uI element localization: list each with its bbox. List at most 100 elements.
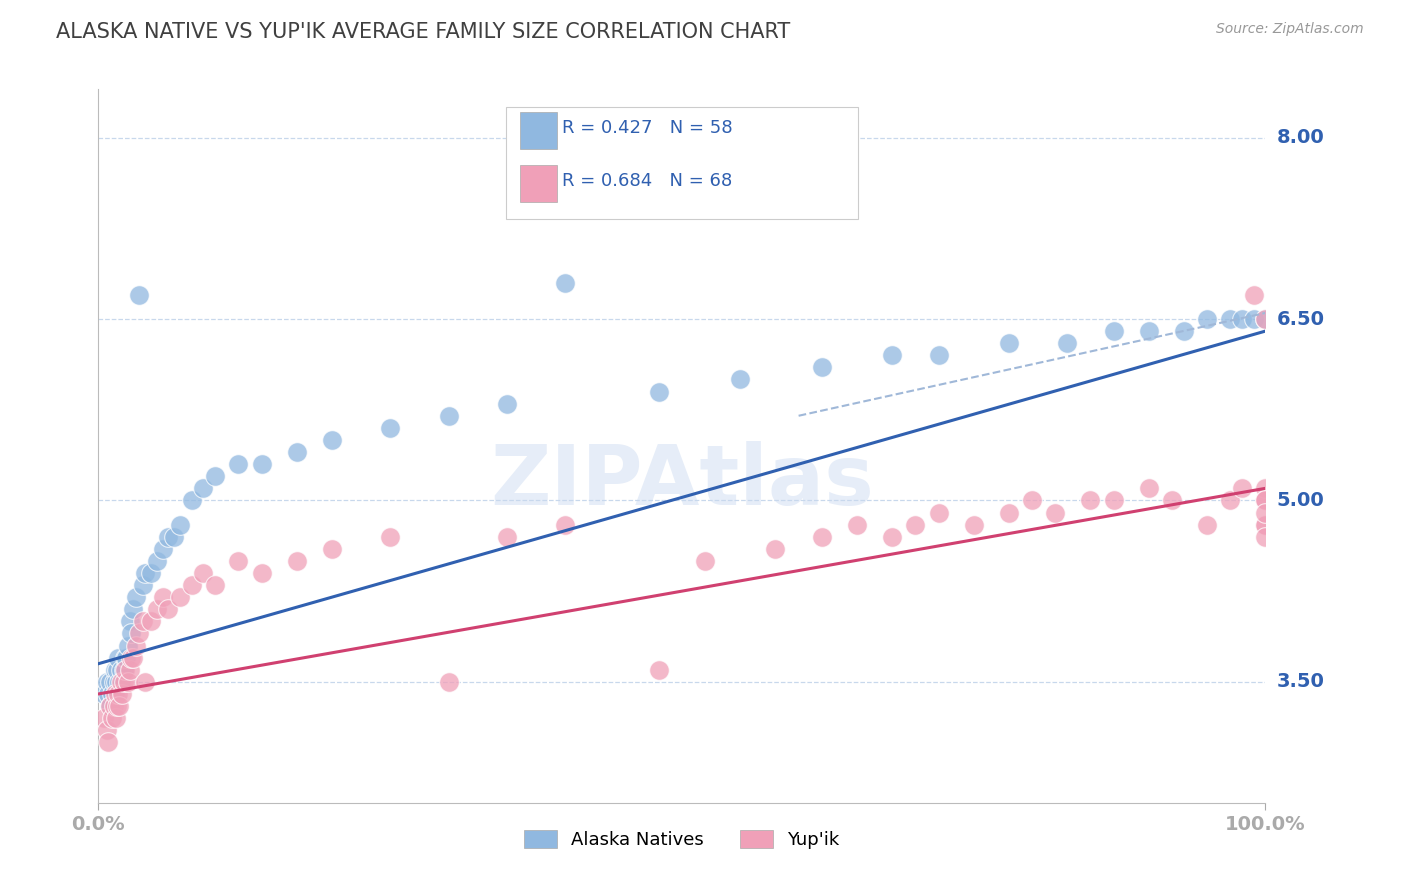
Point [811,360,834,375]
Point [904,517,927,532]
Point [928,506,950,520]
Point [107,650,129,665]
Point [962,517,984,532]
Point [1254,312,1277,326]
Point [118,663,141,677]
Point [1254,493,1277,508]
Point [997,506,1019,520]
Point [108,674,131,689]
Point [1045,506,1067,520]
Text: 3.50: 3.50 [1277,673,1324,691]
Point [134,674,156,689]
Point [321,541,343,556]
Point [1219,312,1241,326]
Point [146,554,169,568]
Point [193,481,215,495]
Point [228,554,250,568]
Point [193,566,215,580]
Point [1056,336,1078,351]
Point [98,674,121,689]
Point [125,590,148,604]
Point [997,336,1019,351]
Point [250,566,273,580]
Point [228,457,250,471]
Point [180,493,202,508]
Point [97,735,120,749]
Point [880,348,903,362]
Text: 5.00: 5.00 [1277,491,1324,510]
Point [1195,312,1218,326]
Text: R = 0.684   N = 68: R = 0.684 N = 68 [562,172,733,190]
Point [1254,493,1277,508]
Point [647,663,669,677]
Point [112,674,135,689]
Point [846,517,869,532]
Point [104,663,127,677]
Point [1195,517,1218,532]
Legend: Alaska Natives, Yup'ik: Alaska Natives, Yup'ik [516,821,848,858]
Point [105,663,128,677]
Point [110,674,132,689]
Point [96,674,118,689]
Point [1254,506,1277,520]
Point [134,566,156,580]
Point [120,650,142,665]
Point [1230,481,1253,495]
Point [132,615,155,629]
Point [103,699,125,714]
Point [1254,517,1277,532]
Point [380,530,402,544]
Point [811,530,834,544]
Point [169,517,191,532]
Point [1254,517,1277,532]
Point [730,372,752,386]
Point [122,650,145,665]
Point [647,384,669,399]
Point [132,578,155,592]
Point [250,457,273,471]
Point [104,711,127,725]
Point [163,530,186,544]
Point [152,541,174,556]
Point [98,699,121,714]
Point [117,639,139,653]
Point [139,615,162,629]
Point [1137,324,1160,338]
Point [139,566,162,580]
Point [1254,312,1277,326]
Point [1021,493,1043,508]
Point [146,602,169,616]
Point [1080,493,1102,508]
Text: 8.00: 8.00 [1277,128,1324,147]
Text: 6.50: 6.50 [1277,310,1324,328]
Point [93,687,115,701]
Point [104,687,127,701]
Point [97,687,120,701]
Point [928,348,950,362]
Point [437,674,460,689]
Point [128,626,150,640]
Point [1243,288,1265,302]
Point [111,674,134,689]
Point [101,711,124,725]
Text: Source: ZipAtlas.com: Source: ZipAtlas.com [1216,22,1364,37]
Point [118,615,141,629]
Point [321,433,343,447]
Text: R = 0.427   N = 58: R = 0.427 N = 58 [562,119,733,136]
Point [110,663,132,677]
Point [98,699,121,714]
Point [204,578,226,592]
Point [763,541,786,556]
Point [1219,493,1241,508]
Point [111,687,134,701]
Point [1137,481,1160,495]
Text: ZIPAtlas: ZIPAtlas [489,442,875,522]
Point [1102,324,1125,338]
Point [117,674,139,689]
Point [380,421,402,435]
Point [1161,493,1184,508]
Point [105,699,128,714]
Point [169,590,191,604]
Point [114,650,136,665]
Point [120,626,142,640]
